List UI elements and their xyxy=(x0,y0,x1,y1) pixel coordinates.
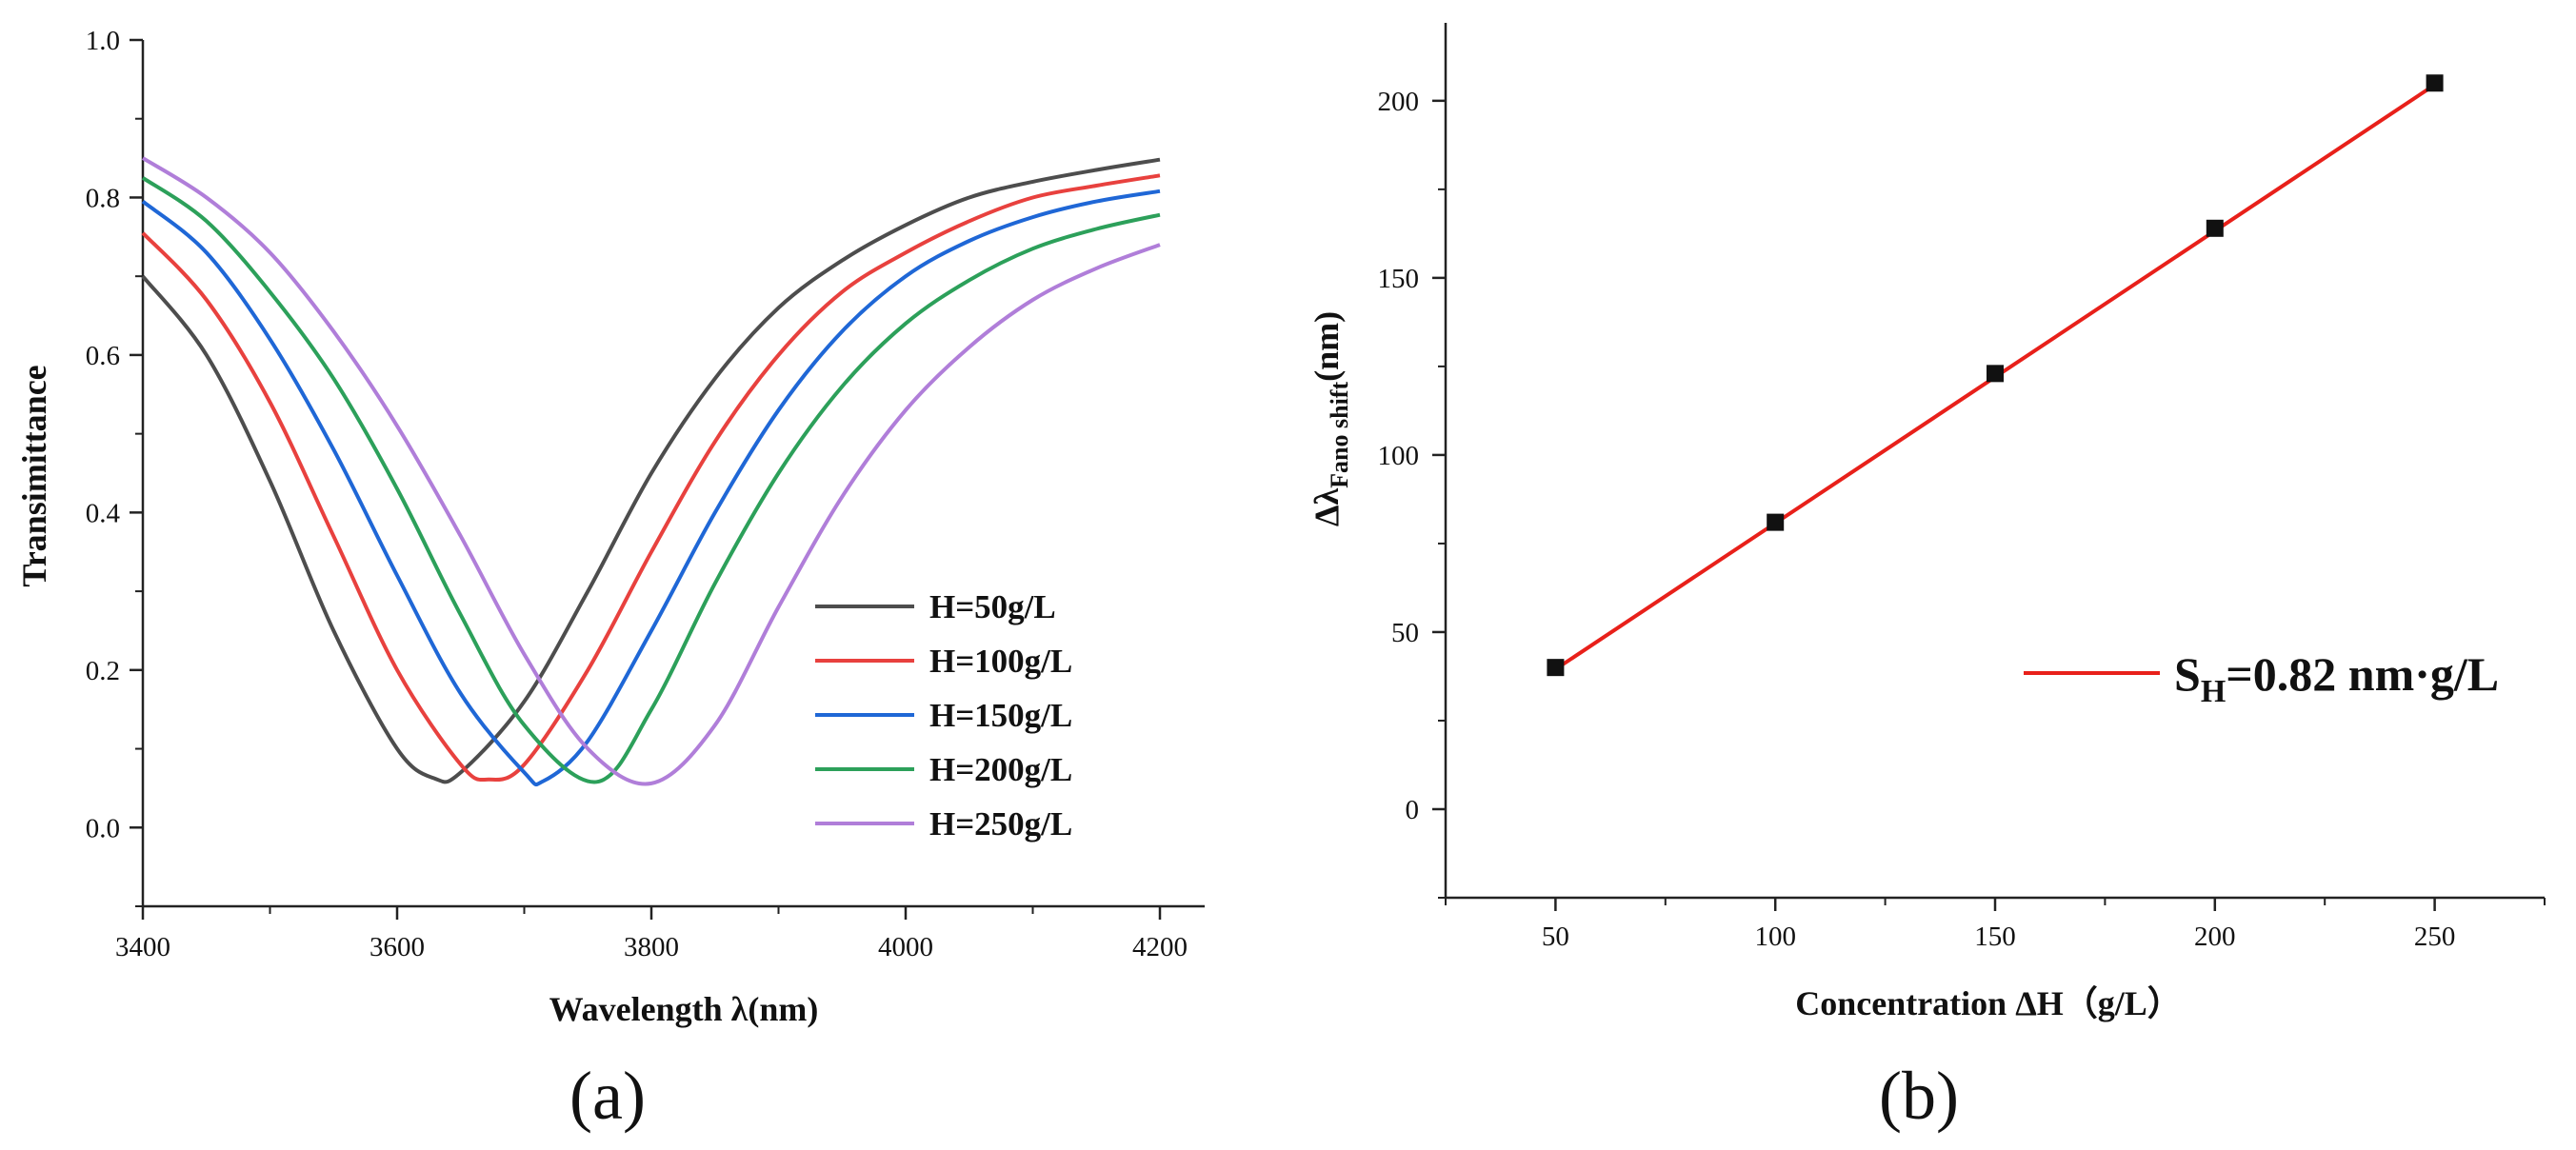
panel-b-data-point-5 xyxy=(2426,74,2444,92)
panel-b-y-tick-label: 50 xyxy=(1391,618,1419,648)
panel-b-data-point-3 xyxy=(1987,365,2004,383)
panel-a-curve-3 xyxy=(141,188,1161,787)
panel-b-x-tick-label: 50 xyxy=(1542,922,1569,952)
panel-a-y-ticks: 0.0 0.2 0.4 0.6 0.8 1.0 xyxy=(86,26,143,907)
panel-a-legend-label-3: H=150g/L xyxy=(929,697,1072,734)
panel-b-legend-rest: =0.82 nm·g/L xyxy=(2226,647,2499,701)
panel-b-data-point-2 xyxy=(1767,513,1785,531)
panel-b-x-tick-label: 100 xyxy=(1754,922,1796,952)
panel-a-x-axis-label: Wavelength λ(nm) xyxy=(549,990,819,1028)
panel-a-y-tick-label: 0.2 xyxy=(86,656,120,686)
panel-b-y-tick-label: 200 xyxy=(1378,87,1420,117)
panel-b-y-tick-label: 100 xyxy=(1378,441,1420,471)
panel-a-legend: H=50g/L H=100g/L H=150g/L H=200g/L H=250g/L xyxy=(815,588,1072,843)
panel-b-legend: SH=0.82 nm·g/L xyxy=(2024,647,2499,709)
panel-b-data-points xyxy=(1547,74,2444,677)
panel-a-curve-4 xyxy=(141,176,1161,784)
panel-a-legend-label-1: H=50g/L xyxy=(929,588,1056,625)
panel-b-y-label-unit: (nm) xyxy=(1308,311,1346,382)
panel-a-y-axis-label: Transimittance xyxy=(15,365,53,586)
panel-b-x-tick-label: 200 xyxy=(2194,922,2236,952)
panel-b-label: (b) xyxy=(1879,1058,1959,1134)
panel-b-y-tick-label: 150 xyxy=(1378,264,1420,294)
panel-b-y-tick-label: 0 xyxy=(1406,795,1420,825)
panel-b-x-tick-label: 150 xyxy=(1974,922,2016,952)
panel-b-legend-s: S xyxy=(2174,647,2201,701)
panel-a-x-tick-label: 3600 xyxy=(369,932,425,962)
panel-a-curve-2 xyxy=(141,173,1161,783)
panel-b-legend-text: SH=0.82 nm·g/L xyxy=(2174,647,2499,709)
panel-a-curve-5 xyxy=(141,156,1161,786)
panel-a-transmittance-chart: 0.00.20.40.60.81.0 3400 3600 3800 4000 4200 … xyxy=(15,26,1205,1134)
panel-b-x-tick-label: 250 xyxy=(2414,922,2456,952)
panel-a-axes xyxy=(141,40,1205,908)
panel-b-data-point-1 xyxy=(1547,659,1565,677)
panel-a-x-tick-label: 4000 xyxy=(878,932,933,962)
panel-a-legend-label-5: H=250g/L xyxy=(929,805,1072,843)
panel-b-y-label-sub: Fano shift xyxy=(1326,382,1353,488)
panel-a-curves xyxy=(141,156,1161,787)
panel-a-y-tick-label: 0.4 xyxy=(86,498,121,528)
panel-a-y-tick-label: 0.8 xyxy=(86,183,120,213)
panel-a-x-tick-label: 4200 xyxy=(1132,932,1188,962)
panel-a-curve-1 xyxy=(141,157,1161,784)
panel-a-y-tick-label: 1.0 xyxy=(86,26,120,56)
panel-a-label: (a) xyxy=(569,1058,646,1134)
panel-b-data-point-4 xyxy=(2206,219,2224,237)
panel-b-legend-sub: H xyxy=(2201,674,2226,709)
panel-a-x-tick-label: 3400 xyxy=(115,932,170,962)
panel-b-x-ticks: 50 100 150 200 250 xyxy=(1445,898,2546,952)
panel-b-x-axis-label: Concentration ΔH（g/L） xyxy=(1795,984,2182,1022)
panel-a-x-ticks: 3400 3600 3800 4000 4200 xyxy=(115,906,1188,962)
panel-a-legend-label-2: H=100g/L xyxy=(929,643,1072,680)
panel-a-legend-label-4: H=200g/L xyxy=(929,751,1072,788)
panel-b-y-ticks: 0 50 100 150 200 xyxy=(1378,87,1446,899)
panel-b-y-axis-label: ΔλFano shift(nm) xyxy=(1308,311,1353,526)
panel-a-y-tick-label: 0.6 xyxy=(86,341,120,371)
panel-a-x-tick-label: 3800 xyxy=(624,932,679,962)
panel-b-shift-chart: 0 50 100 150 200 50 100 150 200 250 SH=0.82 nm·g… xyxy=(1308,23,2546,1134)
panel-b-y-label-main: Δλ xyxy=(1308,488,1346,527)
panel-b-axes xyxy=(1444,23,2545,900)
panel-a-y-tick-label: 0.0 xyxy=(86,813,120,843)
